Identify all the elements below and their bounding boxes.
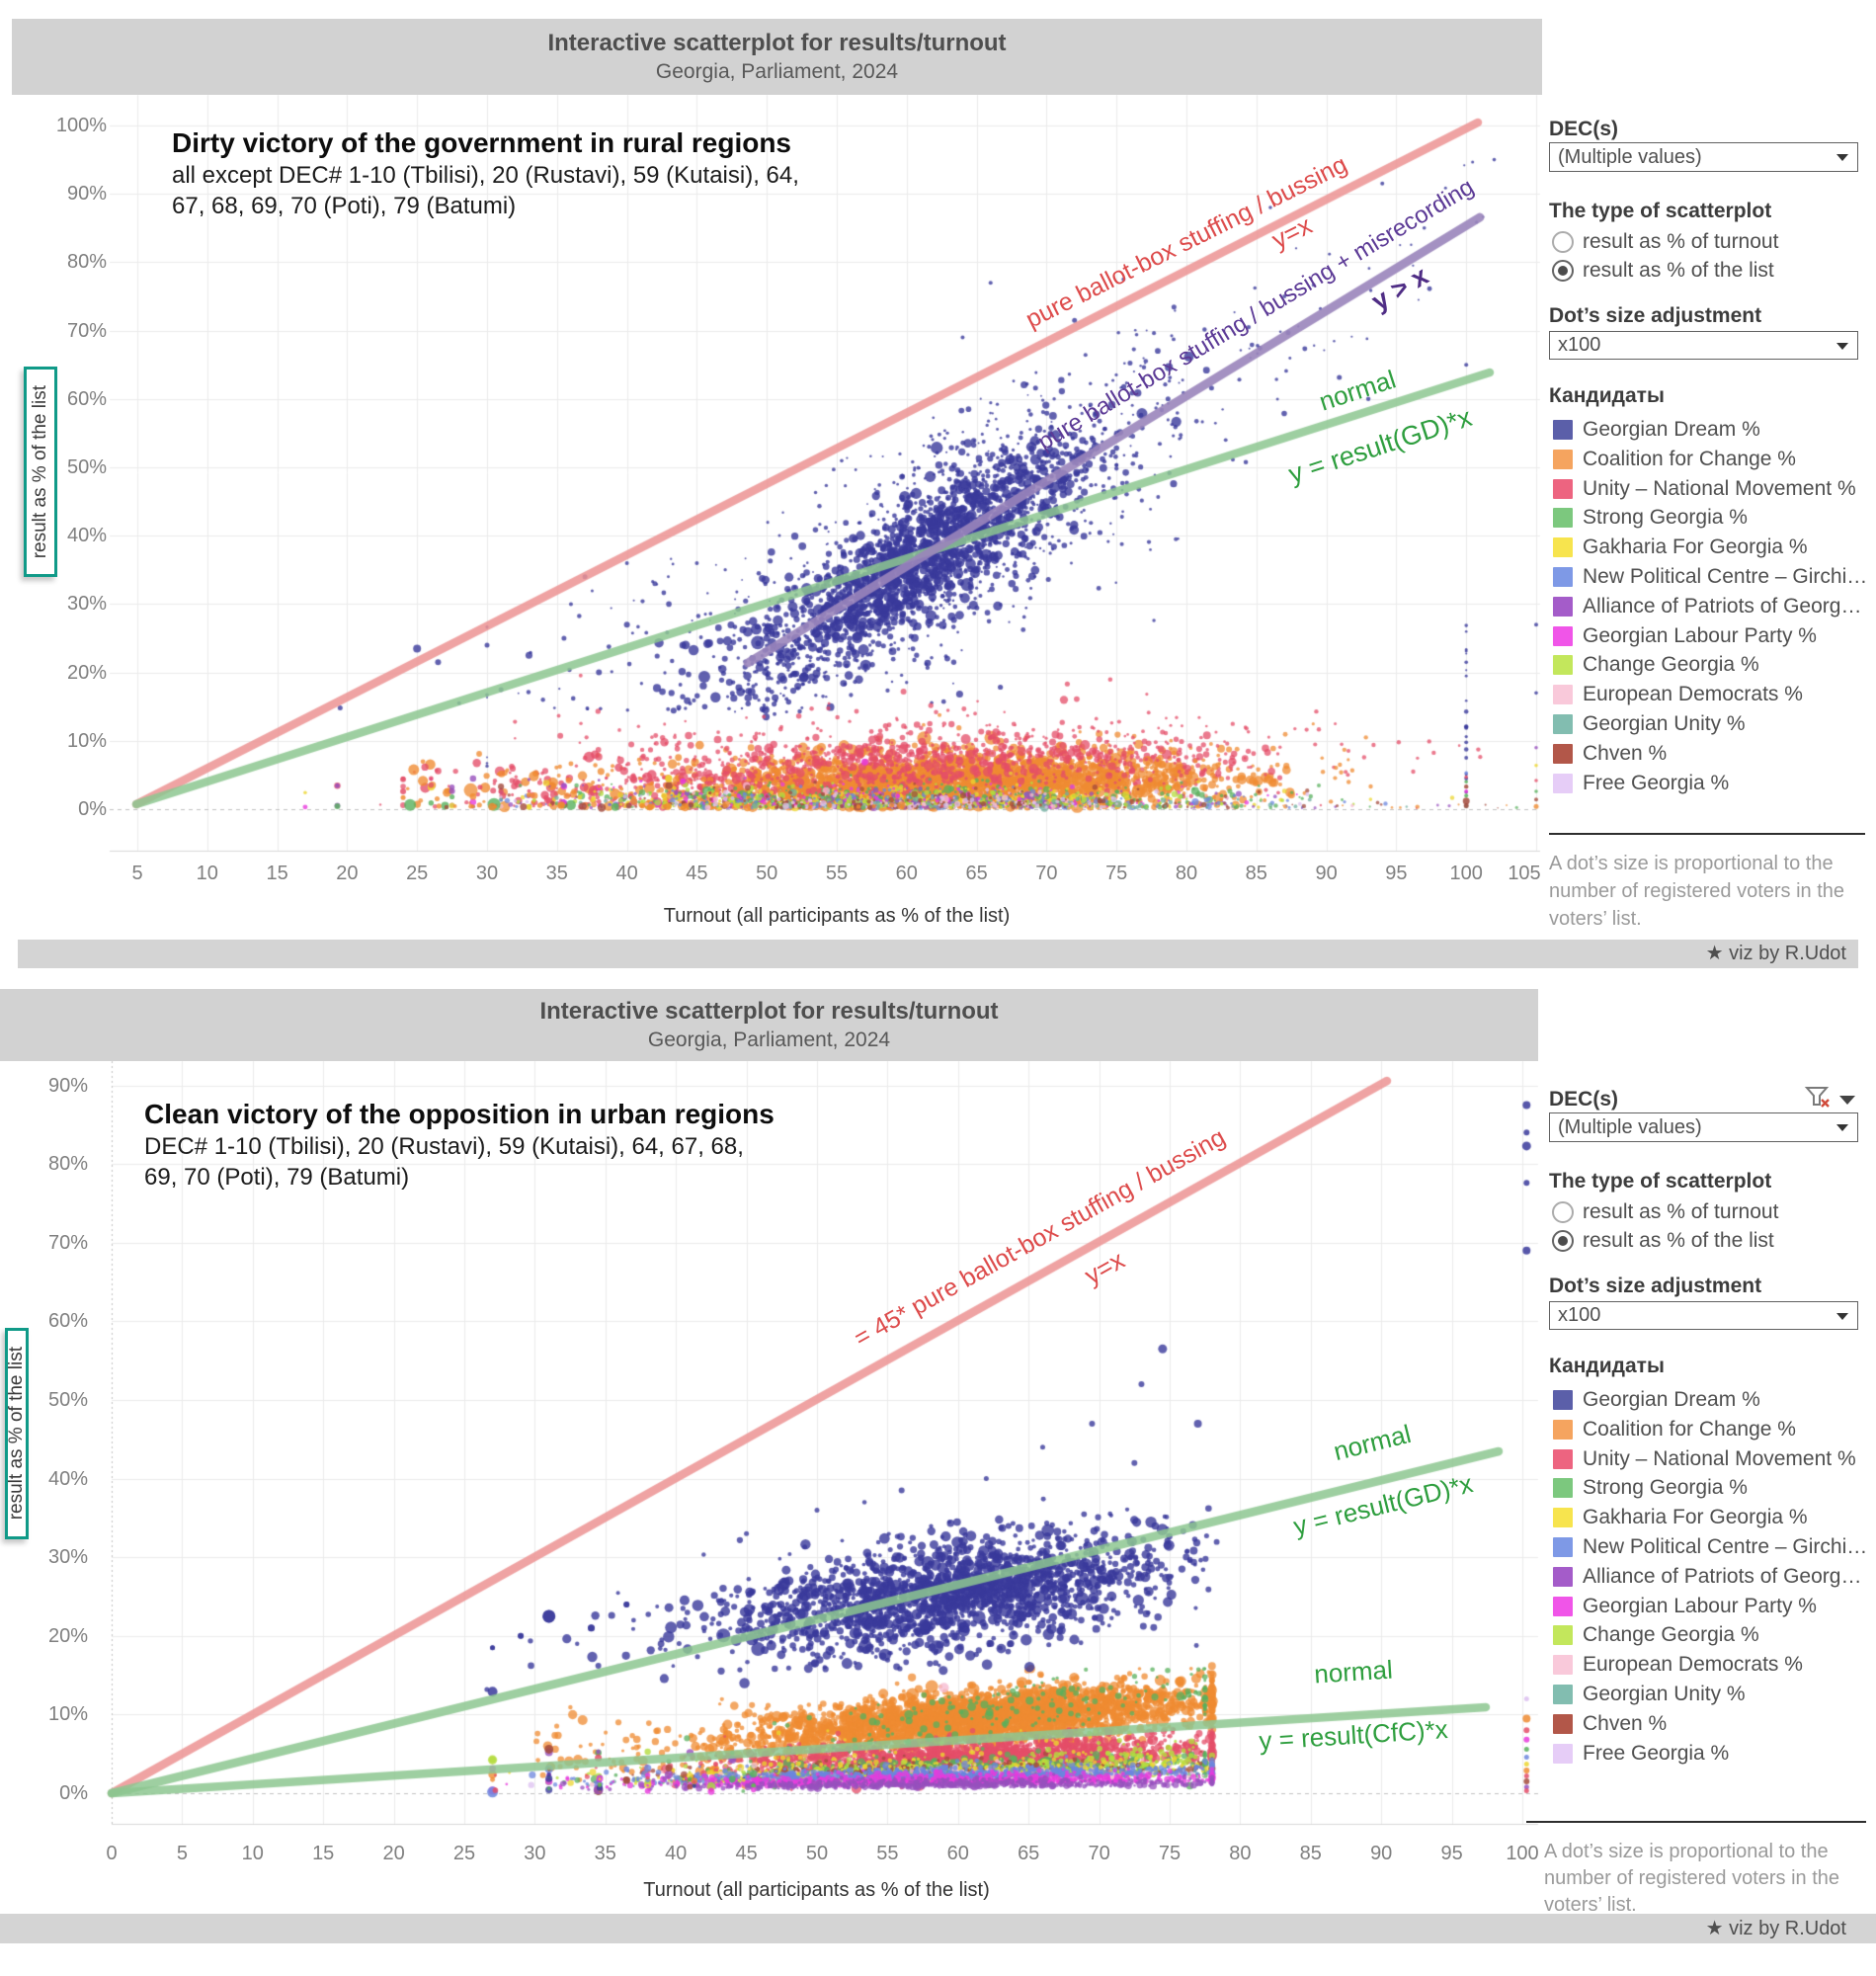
svg-text:normal: normal: [1331, 1419, 1414, 1466]
svg-text:y = result(CfC)*x: y = result(CfC)*x: [1259, 1714, 1449, 1756]
svg-text:normal: normal: [1316, 364, 1400, 416]
svg-text:y=x: y=x: [1080, 1245, 1130, 1290]
svg-text:y = result(GD)*x: y = result(GD)*x: [1285, 402, 1476, 489]
svg-text:normal: normal: [1313, 1655, 1393, 1689]
svg-text:y > x: y > x: [1366, 261, 1433, 317]
svg-text:y=x: y=x: [1266, 209, 1316, 254]
svg-text:= 45* pure ballot-box stuffing: = 45* pure ballot-box stuffing / bussing: [850, 1123, 1230, 1353]
svg-text:y = result(GD)*x: y = result(GD)*x: [1290, 1468, 1475, 1541]
